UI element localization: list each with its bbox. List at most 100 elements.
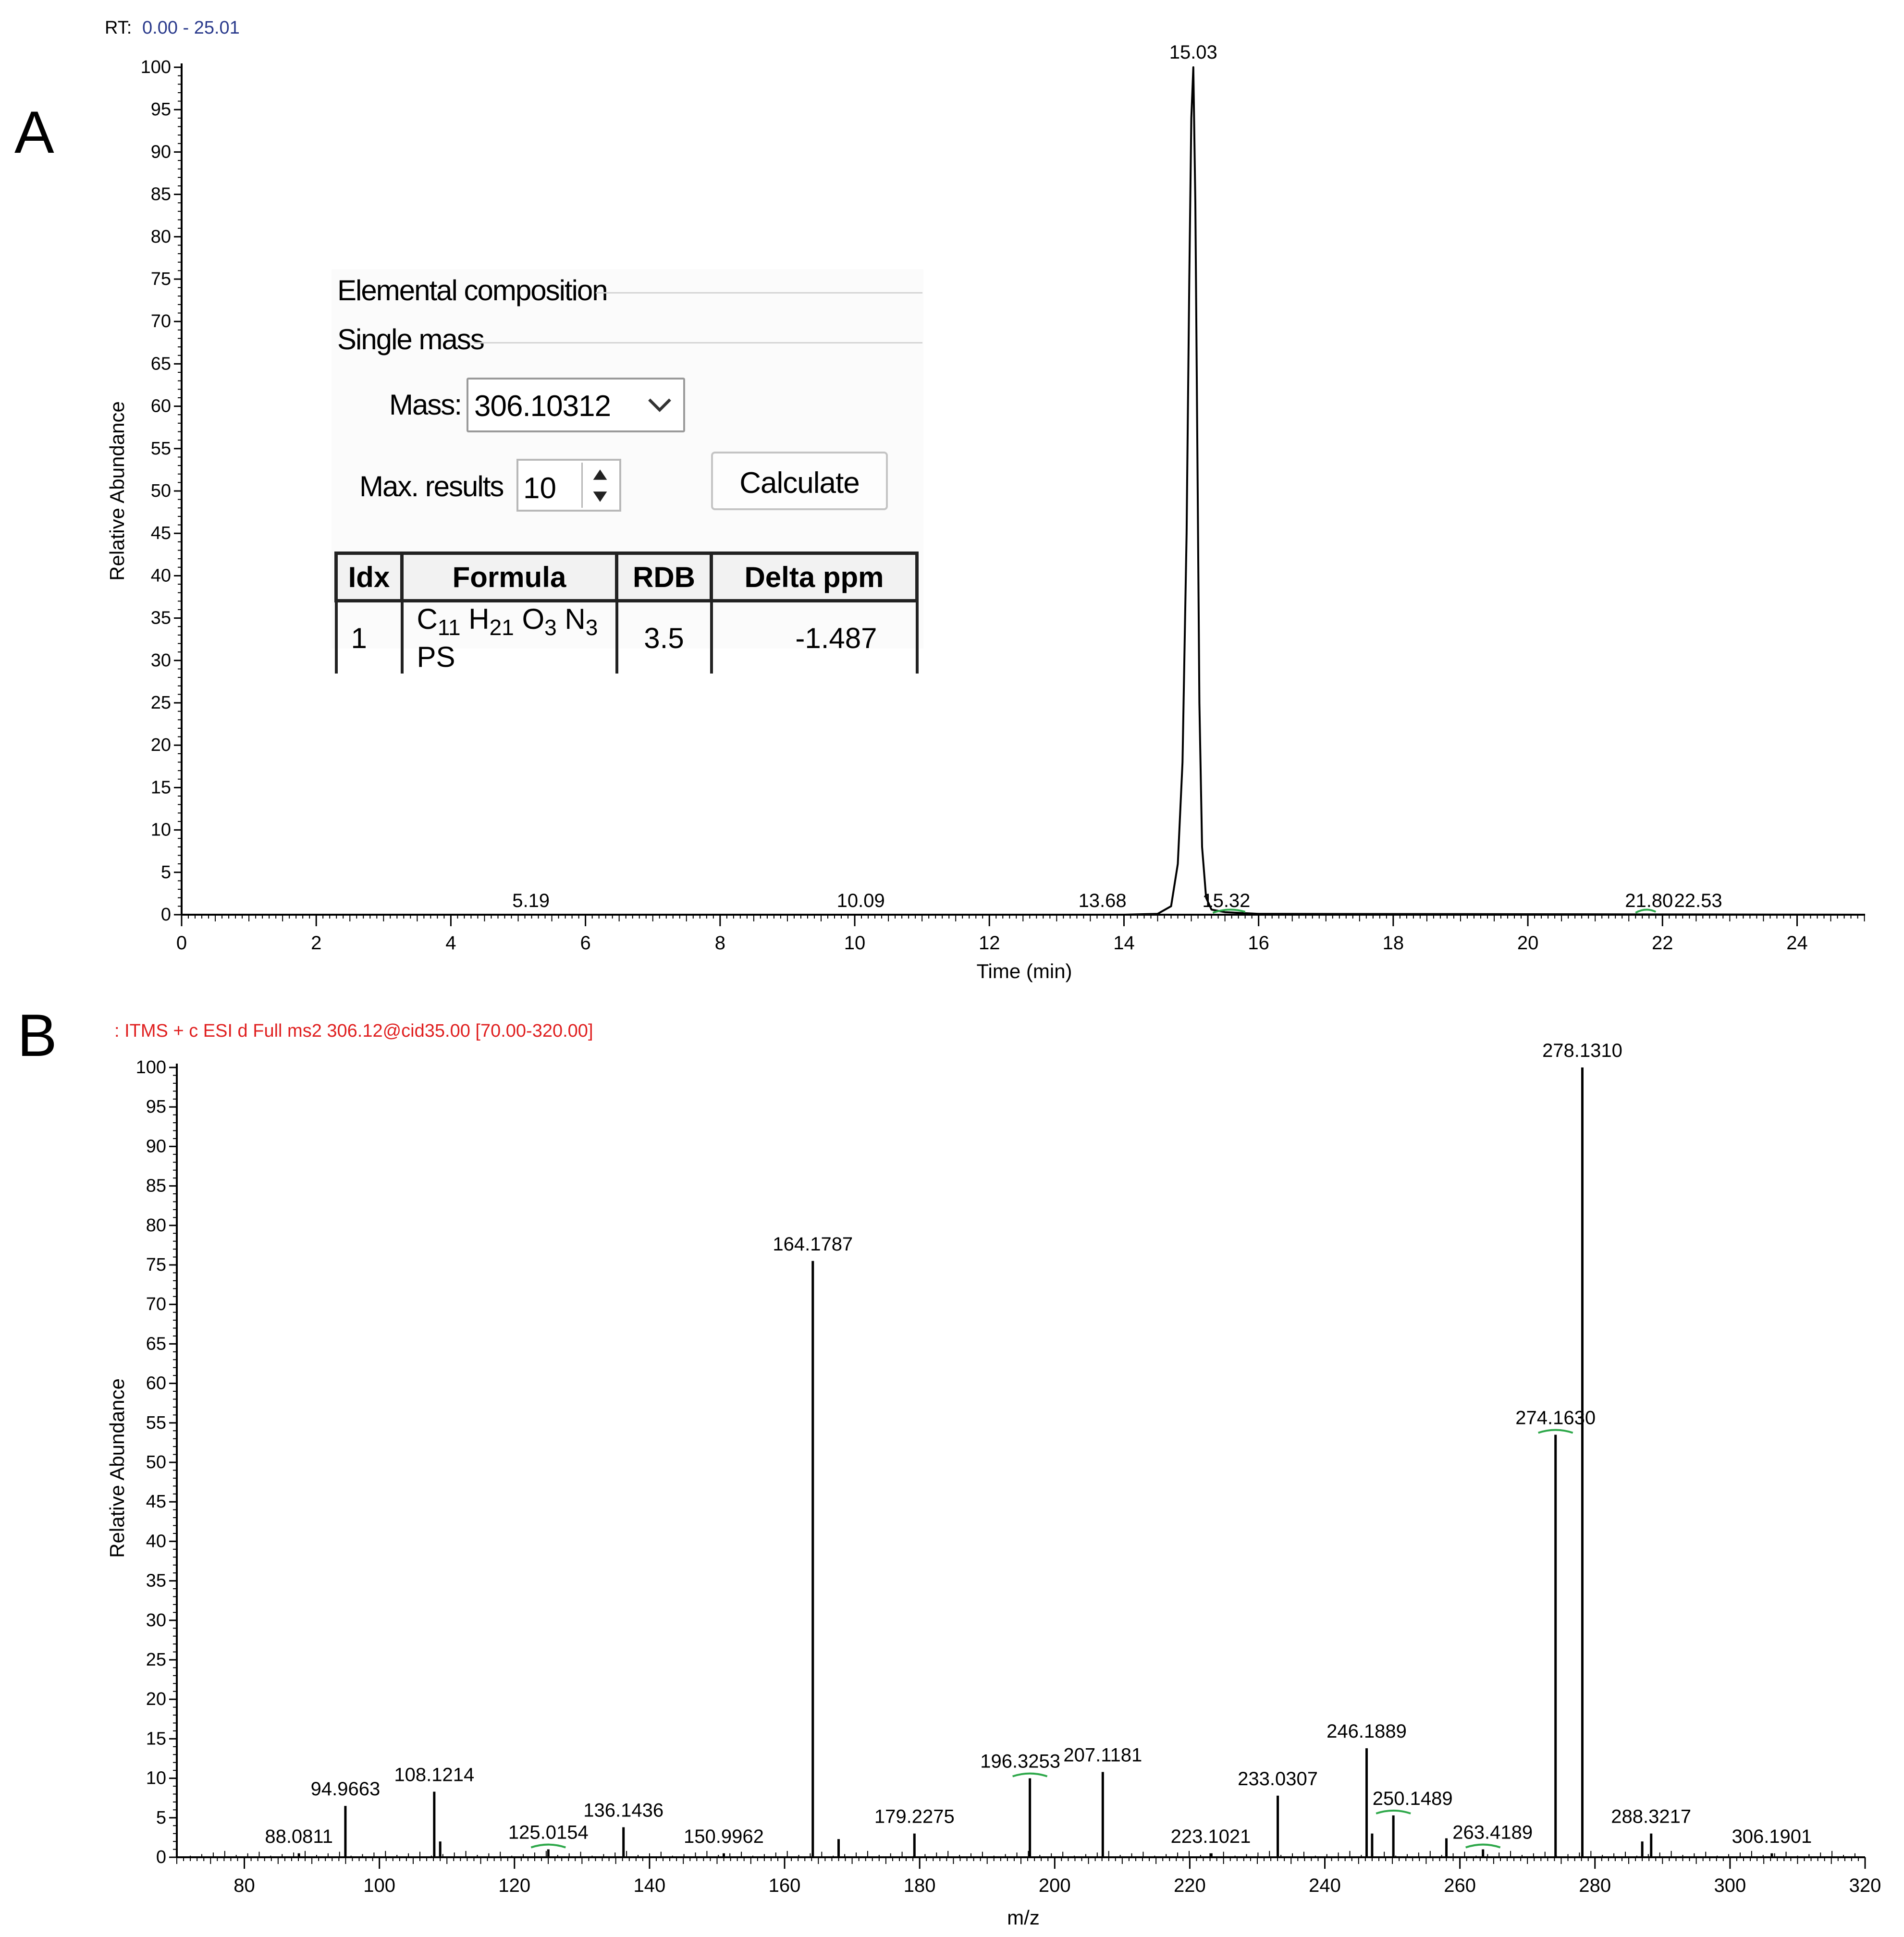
cell-rdb: 3.5 [615, 601, 713, 674]
x-tick-label-12: 12 [979, 932, 1000, 954]
y-tick-label-35: 35 [151, 608, 171, 628]
y-tick-label-85: 85 [146, 1176, 166, 1196]
y-tick-label-100: 100 [141, 57, 171, 77]
x-axis-label: m/z [1007, 1906, 1040, 1929]
y-tick-label-65: 65 [146, 1334, 166, 1354]
x-tick-label-120: 120 [498, 1875, 530, 1896]
col-idx: Idx [334, 552, 404, 602]
peak-label-274-1630: 274.1630 [1515, 1407, 1596, 1428]
y-tick-label-0: 0 [161, 905, 171, 925]
peak-label-21-80: 21.80 [1625, 890, 1673, 911]
increment-arrow-icon[interactable] [583, 464, 617, 486]
divider [596, 292, 922, 294]
y-tick-label-95: 95 [146, 1097, 166, 1117]
cell-delta: -1.487 [710, 601, 919, 674]
y-tick-label-65: 65 [151, 354, 171, 374]
y-tick-label-75: 75 [146, 1255, 166, 1275]
peak-label-196-3253: 196.3253 [980, 1751, 1060, 1772]
chromatogram-chart: 0510152025303540455055606570758085909510… [105, 18, 1866, 982]
max-results-stepper[interactable]: 10 [516, 459, 621, 512]
col-rdb: RDB [615, 552, 713, 602]
label-marker [1012, 1772, 1048, 1778]
y-tick-label-15: 15 [151, 777, 171, 797]
peak-label-10-09: 10.09 [837, 890, 885, 911]
scan-header: : ITMS + c ESI d Full ms2 306.12@cid35.0… [114, 1021, 593, 1041]
x-tick-label-280: 280 [1579, 1875, 1611, 1896]
y-tick-label-20: 20 [151, 735, 171, 755]
x-tick-label-14: 14 [1113, 932, 1135, 954]
peak-label-150-9962: 150.9962 [684, 1826, 764, 1847]
mass-combobox[interactable]: 306.10312 [467, 378, 685, 432]
y-tick-label-15: 15 [146, 1729, 166, 1749]
max-results-value: 10 [523, 472, 556, 505]
x-tick-label-18: 18 [1383, 932, 1404, 954]
peak-label-5-19: 5.19 [512, 890, 550, 911]
mass-label: Mass: [389, 389, 462, 421]
x-tick-label-6: 6 [580, 932, 590, 954]
y-tick-label-90: 90 [151, 142, 171, 162]
x-tick-label-0: 0 [176, 932, 187, 954]
baseline-marker [1212, 908, 1246, 914]
rt-header-range: 0.00 - 25.01 [142, 18, 240, 38]
y-tick-label-10: 10 [151, 820, 171, 840]
peak-label-278-1310: 278.1310 [1542, 1040, 1622, 1061]
chevron-down-icon [648, 398, 671, 412]
peak-label-223-1021: 223.1021 [1171, 1826, 1251, 1847]
rt-header-prefix: RT: [105, 18, 132, 38]
y-tick-label-100: 100 [136, 1057, 166, 1078]
y-axis-label: Relative Abundance [106, 401, 128, 581]
x-tick-label-320: 320 [1849, 1875, 1881, 1896]
peak-label-125-0154: 125.0154 [508, 1822, 589, 1843]
peak-label-288-3217: 288.3217 [1611, 1806, 1691, 1827]
x-tick-label-8: 8 [715, 932, 725, 954]
y-tick-label-35: 35 [146, 1571, 166, 1591]
x-tick-label-160: 160 [769, 1875, 801, 1896]
single-mass-heading: Single mass [337, 323, 485, 356]
cell-formula: C11 H21 O3 N3 PS [400, 601, 618, 674]
x-tick-label-20: 20 [1517, 932, 1539, 954]
peak-label-179-2275: 179.2275 [874, 1806, 955, 1827]
y-tick-label-25: 25 [146, 1650, 166, 1670]
peak-label-22-53: 22.53 [1674, 890, 1722, 911]
x-tick-label-2: 2 [311, 932, 321, 954]
peak-label-88-0811: 88.0811 [265, 1826, 333, 1847]
peak-label-164-1787: 164.1787 [773, 1234, 853, 1255]
x-tick-label-16: 16 [1248, 932, 1269, 954]
baseline-marker [1635, 908, 1657, 914]
y-tick-label-75: 75 [151, 269, 171, 289]
table-row[interactable]: 1 C11 H21 O3 N3 PS 3.5 -1.487 [334, 601, 919, 674]
y-tick-label-70: 70 [151, 311, 171, 331]
y-axis-label: Relative Abundance [106, 1378, 128, 1558]
results-table: Idx Formula RDB Delta ppm 1 C11 H21 O3 N… [334, 552, 919, 674]
label-marker [530, 1843, 566, 1849]
peak-label-15-32: 15.32 [1202, 890, 1250, 911]
decrement-arrow-icon[interactable] [583, 486, 617, 508]
divider [474, 342, 922, 343]
calculate-button[interactable]: Calculate [711, 452, 888, 510]
x-tick-label-4: 4 [445, 932, 456, 954]
peak-label-250-1489: 250.1489 [1373, 1788, 1453, 1809]
y-tick-label-20: 20 [146, 1689, 166, 1709]
peak-label-263-4189: 263.4189 [1452, 1822, 1533, 1843]
x-tick-label-22: 22 [1652, 932, 1673, 954]
x-tick-label-240: 240 [1309, 1875, 1341, 1896]
y-tick-label-50: 50 [151, 481, 171, 501]
y-tick-label-55: 55 [151, 439, 171, 459]
x-tick-label-100: 100 [363, 1875, 395, 1896]
stepper-buttons [581, 463, 617, 508]
y-tick-label-80: 80 [146, 1215, 166, 1236]
table-header-row: Idx Formula RDB Delta ppm [334, 552, 919, 602]
y-tick-label-85: 85 [151, 184, 171, 205]
peak-label-306-1901: 306.1901 [1732, 1826, 1812, 1847]
col-delta-ppm: Delta ppm [710, 552, 919, 602]
peak-label-13-68: 13.68 [1079, 890, 1127, 911]
x-tick-label-300: 300 [1714, 1875, 1746, 1896]
label-marker [1465, 1843, 1501, 1849]
y-tick-label-25: 25 [151, 693, 171, 713]
x-tick-label-10: 10 [844, 932, 866, 954]
peak-label-246-1889: 246.1889 [1327, 1721, 1407, 1742]
panel-label-b: B [17, 1003, 57, 1069]
col-formula: Formula [400, 552, 618, 602]
chromatogram-trace [182, 66, 1866, 916]
panel-label-a: A [14, 99, 54, 166]
